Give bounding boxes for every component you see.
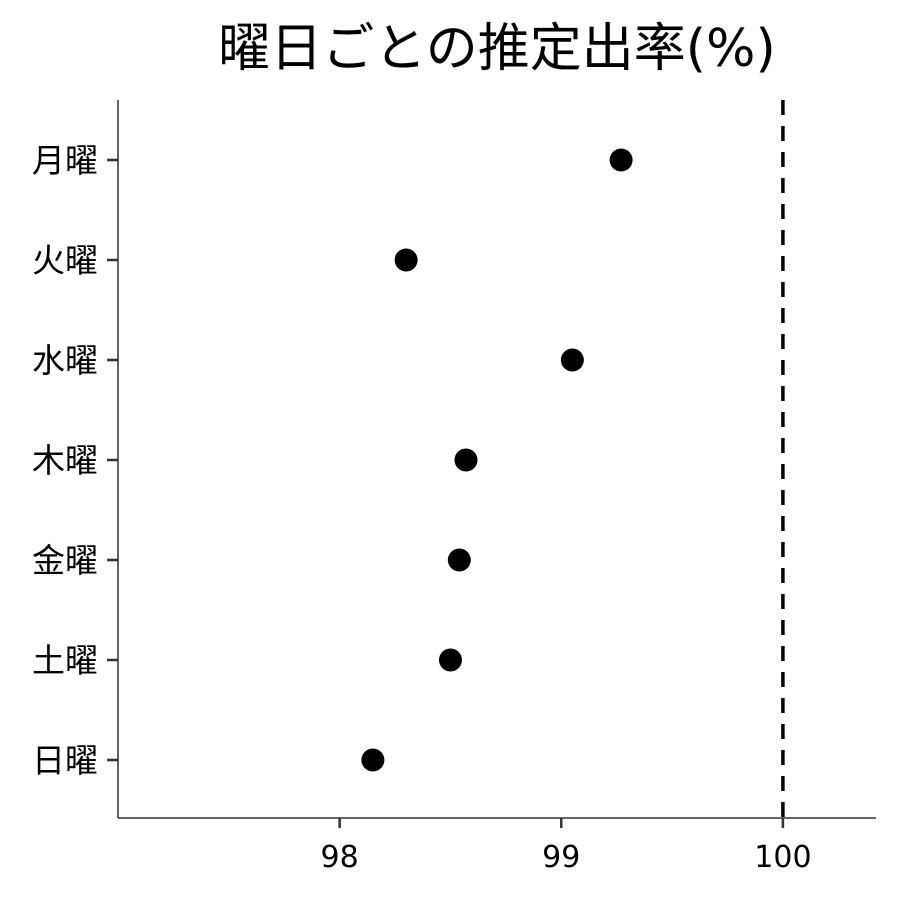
axes xyxy=(117,100,876,819)
y-tick-label: 日曜 xyxy=(32,741,98,780)
x-tick-label: 99 xyxy=(542,840,580,875)
data-point xyxy=(454,448,478,472)
x-tick-label: 98 xyxy=(321,840,359,875)
data-point xyxy=(394,248,418,272)
chart-title: 曜日ごとの推定出率(%) xyxy=(218,19,775,79)
data-point xyxy=(361,748,385,772)
points xyxy=(361,148,633,772)
x-axis-ticks: 98 99 100 xyxy=(321,818,812,875)
y-tick-label: 金曜 xyxy=(32,541,98,580)
data-point xyxy=(447,548,471,572)
y-tick-label: 水曜 xyxy=(32,341,98,380)
data-point xyxy=(438,648,462,672)
data-point xyxy=(609,148,633,172)
y-tick-label: 土曜 xyxy=(32,641,98,680)
y-tick-label: 火曜 xyxy=(32,241,98,280)
x-tick-label: 100 xyxy=(754,840,811,875)
y-tick-label: 月曜 xyxy=(32,141,98,180)
y-tick-label: 木曜 xyxy=(32,441,98,480)
data-point xyxy=(560,348,584,372)
